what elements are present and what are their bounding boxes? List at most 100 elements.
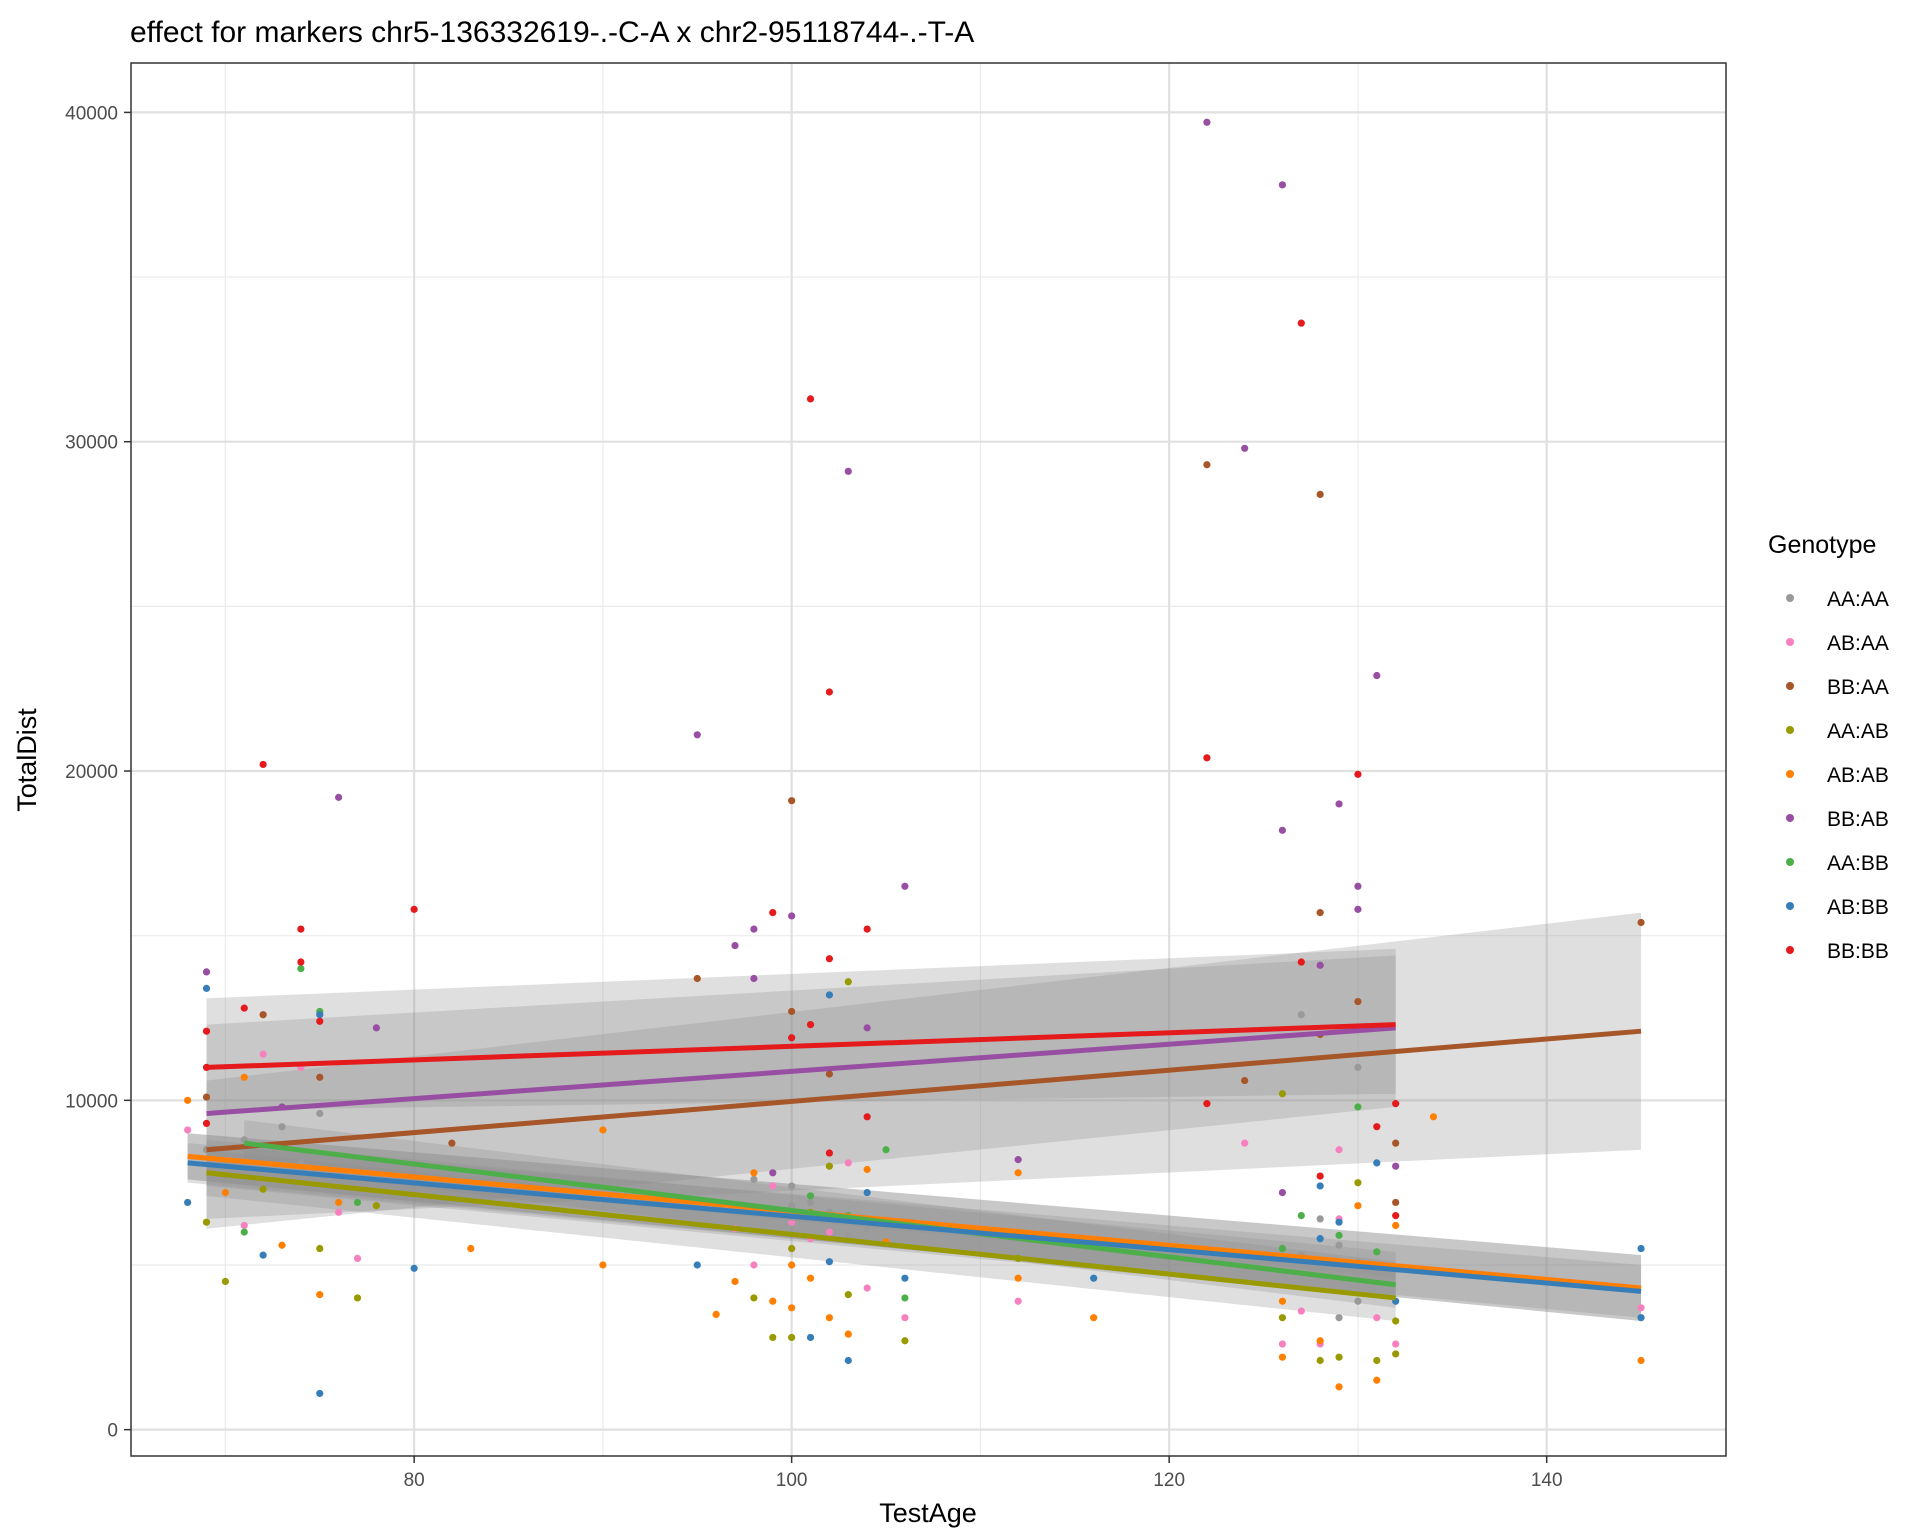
point-bb-ab xyxy=(1335,800,1343,808)
point-bb-bb xyxy=(788,1034,796,1042)
legend-key-bb-bb xyxy=(1786,946,1794,954)
point-aa-ab xyxy=(1316,1356,1324,1365)
point-ab-bb xyxy=(410,1264,418,1272)
y-tick-label: 30000 xyxy=(65,433,118,454)
point-ab-ab xyxy=(731,1277,739,1286)
legend-label: BB:AA xyxy=(1827,676,1889,699)
point-bb-bb xyxy=(410,905,418,913)
point-ab-aa xyxy=(259,1050,267,1058)
point-bb-bb xyxy=(316,1017,324,1025)
fit-line-bb-ab xyxy=(206,1025,1396,1117)
point-bb-bb xyxy=(1316,1172,1324,1180)
point-aa-ab xyxy=(844,978,852,986)
point-bb-aa xyxy=(693,974,701,983)
data-points xyxy=(184,118,1645,1398)
legend-key-ab-ab xyxy=(1786,770,1794,778)
point-aa-aa xyxy=(844,1231,852,1239)
point-bb-bb xyxy=(297,925,305,933)
point-ab-ab xyxy=(788,1261,796,1269)
point-aa-ab xyxy=(1354,1179,1362,1187)
legend-key-ab-bb xyxy=(1786,902,1794,910)
point-bb-bb xyxy=(806,395,815,403)
point-bb-aa xyxy=(1241,1076,1249,1085)
point-aa-aa xyxy=(1335,1314,1343,1322)
legend-label: AB:BB xyxy=(1827,896,1889,919)
point-ab-bb xyxy=(1090,1274,1098,1282)
ci-band-bb-ab xyxy=(206,948,1396,1229)
point-ab-bb xyxy=(1637,1244,1645,1253)
point-ab-aa xyxy=(1373,1314,1381,1322)
point-aa-bb xyxy=(297,965,305,973)
point-bb-ab xyxy=(1373,671,1381,680)
y-tick-label: 0 xyxy=(107,1421,118,1442)
legend-label: AA:BB xyxy=(1827,852,1889,875)
legend-label: BB:AB xyxy=(1827,808,1889,831)
point-aa-aa xyxy=(1316,1215,1324,1223)
point-aa-aa xyxy=(1297,1011,1305,1019)
point-bb-ab xyxy=(731,941,739,950)
legend-key-aa-ab xyxy=(1786,726,1794,734)
point-bb-ab xyxy=(1278,181,1287,189)
point-bb-bb xyxy=(1203,1100,1211,1108)
point-aa-ab xyxy=(844,1291,852,1299)
point-ab-bb xyxy=(202,984,211,992)
point-ab-bb xyxy=(901,1274,909,1282)
point-bb-ab xyxy=(1241,444,1249,452)
point-bb-aa xyxy=(316,1073,324,1081)
point-bb-ab xyxy=(202,968,211,976)
point-ab-bb xyxy=(844,1356,852,1365)
point-bb-aa xyxy=(788,797,796,805)
point-ab-ab xyxy=(599,1126,607,1134)
point-aa-bb xyxy=(901,1294,909,1302)
plot-border xyxy=(130,62,1727,1457)
point-aa-bb xyxy=(806,1192,815,1200)
point-bb-bb xyxy=(1203,754,1211,762)
point-ab-ab xyxy=(825,1314,834,1322)
point-bb-bb xyxy=(202,1027,211,1035)
point-bb-aa xyxy=(259,1011,267,1019)
point-bb-ab xyxy=(372,1024,380,1032)
point-ab-aa xyxy=(1637,1304,1645,1312)
point-ab-ab xyxy=(1278,1353,1287,1361)
point-bb-ab xyxy=(1278,826,1287,834)
point-bb-bb xyxy=(1297,958,1305,966)
point-ab-ab xyxy=(750,1169,758,1177)
point-ab-ab xyxy=(1429,1113,1438,1121)
point-ab-bb xyxy=(259,1251,267,1259)
point-bb-bb xyxy=(1373,1123,1381,1131)
point-aa-ab xyxy=(202,1218,211,1226)
fit-line-bb-aa xyxy=(206,1028,1642,1153)
point-ab-aa xyxy=(769,1182,777,1190)
point-bb-bb xyxy=(806,1020,815,1029)
point-bb-aa xyxy=(788,1007,796,1016)
point-aa-aa xyxy=(1354,1063,1362,1072)
point-ab-aa xyxy=(1014,1297,1022,1305)
legend-label: AA:AB xyxy=(1827,720,1889,743)
point-ab-ab xyxy=(335,1198,343,1207)
point-bb-bb xyxy=(1392,1100,1400,1108)
point-ab-aa xyxy=(825,1228,834,1236)
point-bb-bb xyxy=(259,760,267,769)
point-aa-aa xyxy=(316,1109,324,1118)
legend-label: AB:AA xyxy=(1827,632,1889,655)
point-ab-ab xyxy=(1373,1376,1381,1384)
y-axis: 0 10000 20000 30000 40000 xyxy=(65,103,131,1442)
point-aa-bb xyxy=(1297,1212,1305,1220)
point-bb-ab xyxy=(750,925,758,933)
point-aa-aa xyxy=(806,1198,815,1207)
point-aa-ab xyxy=(1278,1090,1287,1098)
point-bb-bb xyxy=(1392,1212,1400,1220)
point-bb-ab xyxy=(1354,905,1362,913)
fit-line-bb-bb xyxy=(206,1022,1396,1070)
point-bb-aa xyxy=(825,1070,834,1078)
point-bb-bb xyxy=(863,1113,871,1121)
point-ab-bb xyxy=(1316,1235,1324,1243)
point-aa-aa xyxy=(1335,1241,1343,1249)
point-ab-aa xyxy=(353,1254,362,1263)
point-bb-aa xyxy=(1392,1139,1400,1147)
point-aa-ab xyxy=(788,1244,796,1253)
point-ab-bb xyxy=(316,1389,324,1398)
point-bb-bb xyxy=(1354,770,1362,778)
